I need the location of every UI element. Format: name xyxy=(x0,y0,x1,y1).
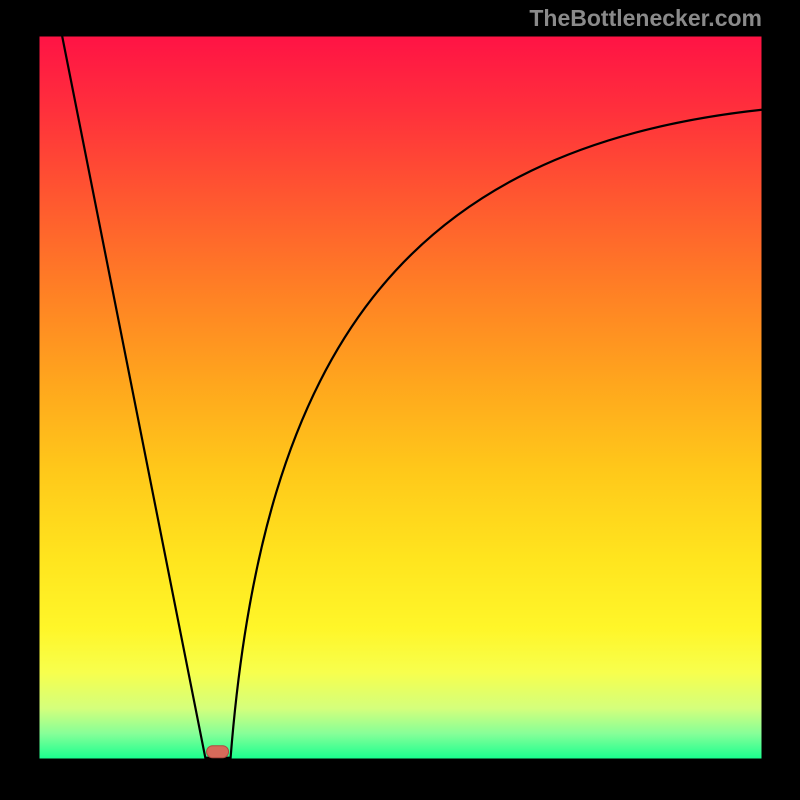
watermark-text: TheBottlenecker.com xyxy=(529,5,762,32)
chart-container: TheBottlenecker.com xyxy=(0,0,800,800)
plot-background xyxy=(39,36,762,759)
chart-svg xyxy=(0,0,800,800)
optimal-marker xyxy=(207,746,229,758)
